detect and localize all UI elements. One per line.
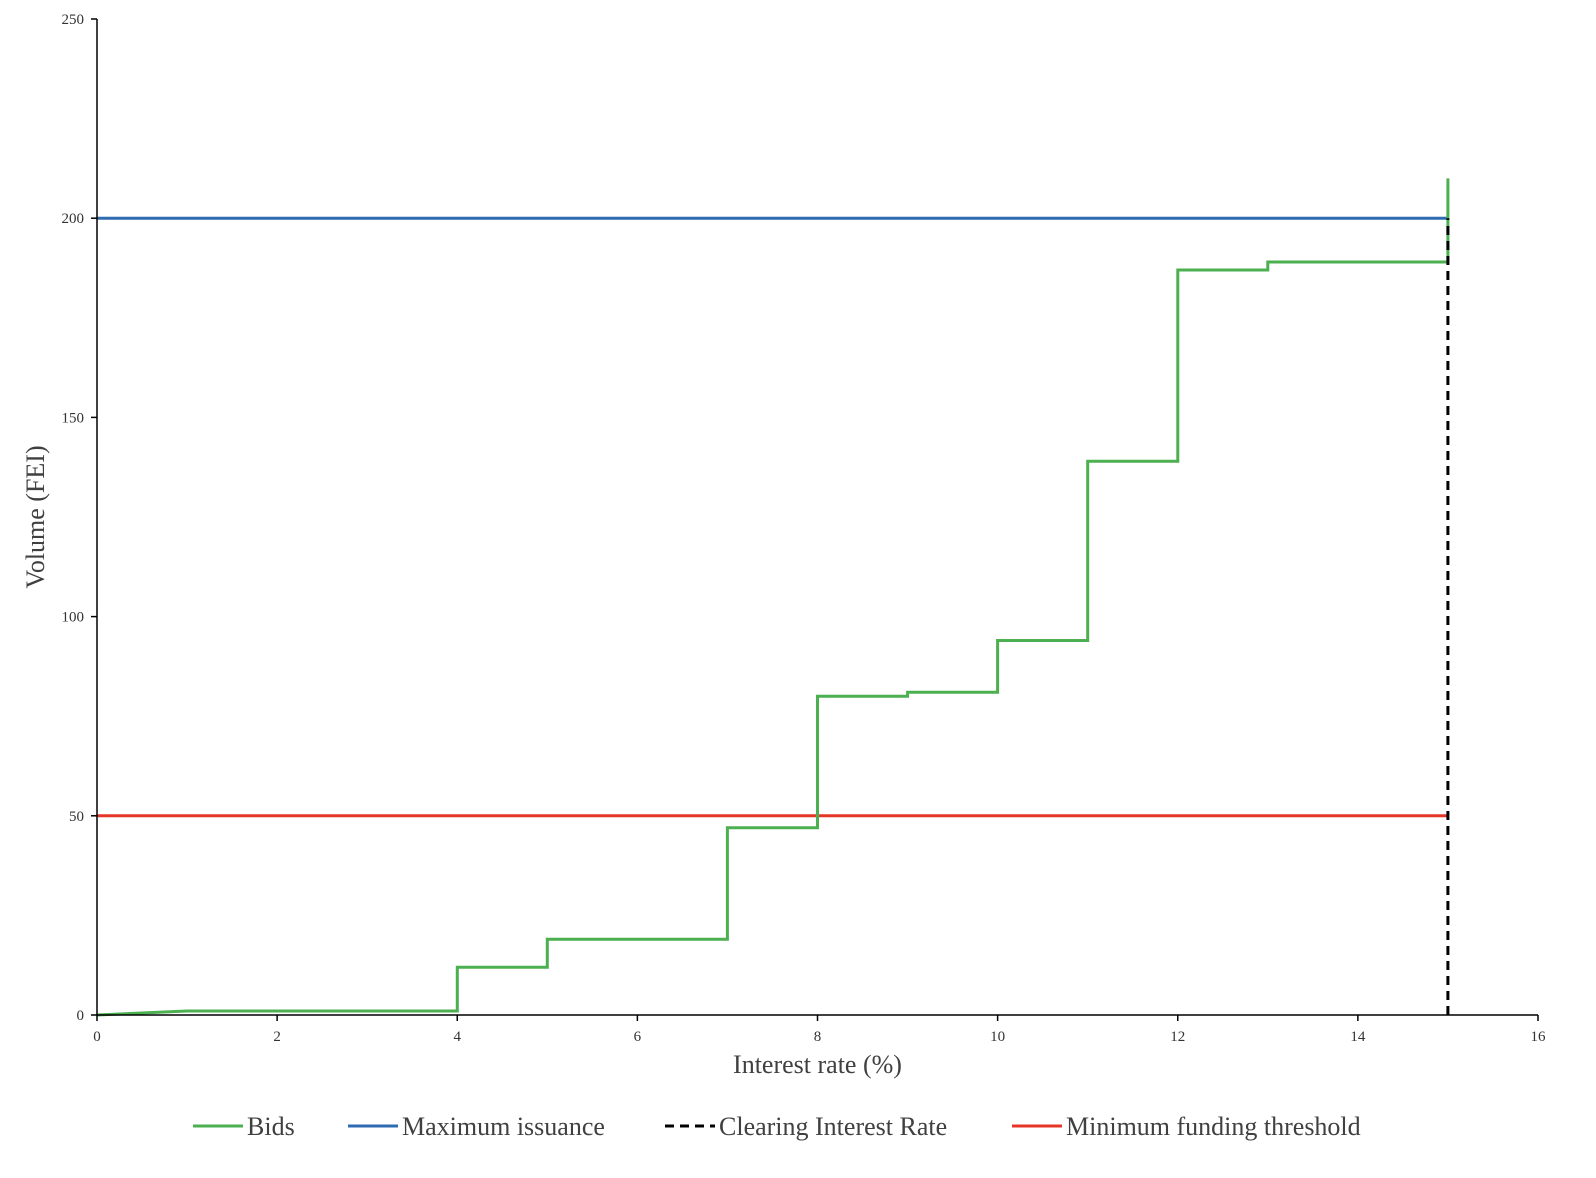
x-tick-label: 8 — [814, 1029, 822, 1045]
y-tick-label: 50 — [69, 809, 84, 825]
y-tick-label: 250 — [62, 12, 85, 28]
axes-layer — [96, 19, 1538, 1016]
x-tick-label: 4 — [454, 1029, 462, 1045]
y-tick-label: 0 — [77, 1008, 85, 1024]
x-tick-label: 10 — [990, 1029, 1005, 1045]
y-tick-label: 200 — [62, 211, 85, 227]
legend-label: Clearing Interest Rate — [719, 1112, 947, 1141]
legend: Bids Maximum issuance Clearing Interest Ra… — [193, 1112, 1361, 1141]
series-line-bids — [96, 178, 1450, 1017]
legend-label: Bids — [247, 1112, 295, 1141]
legend-label: Maximum issuance — [402, 1112, 605, 1141]
series-layer — [96, 178, 1450, 1017]
x-tick-label: 6 — [634, 1029, 642, 1045]
x-tick-label: 14 — [1350, 1029, 1366, 1045]
x-tick-label: 12 — [1170, 1029, 1185, 1045]
y-tick-label: 100 — [62, 610, 85, 626]
y-axis-title: Volume (FEI) — [21, 445, 50, 588]
legend-label: Minimum funding threshold — [1066, 1112, 1361, 1141]
x-tick-label: 2 — [273, 1029, 281, 1045]
ticks-layer: 0 2 4 6 8 10 12 14 16 0 50 100 150 200 250 — [62, 12, 1547, 1045]
y-tick-label: 150 — [62, 410, 85, 426]
x-axis-title: Interest rate (%) — [733, 1050, 902, 1079]
x-tick-label: 16 — [1531, 1029, 1547, 1045]
x-tick-label: 0 — [93, 1029, 101, 1045]
